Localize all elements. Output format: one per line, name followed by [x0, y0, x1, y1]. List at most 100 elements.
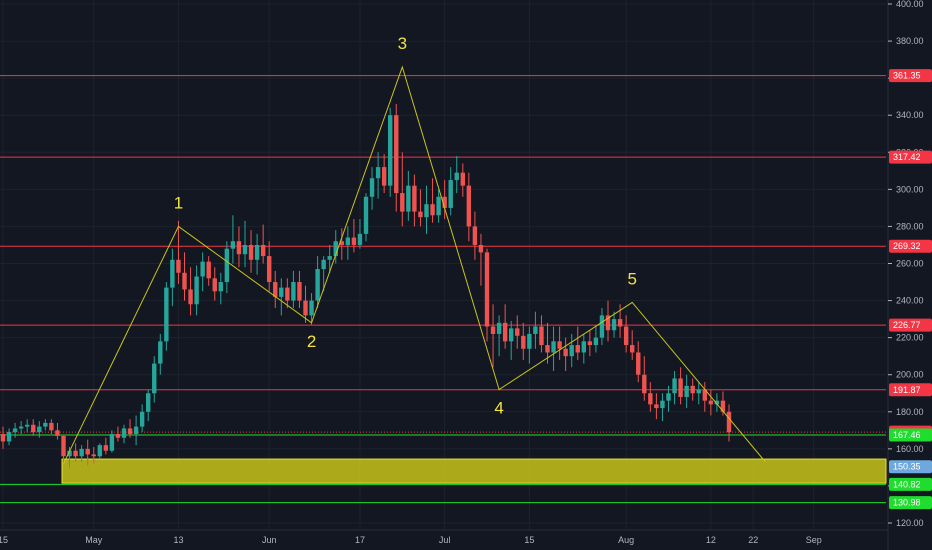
- price-tag-bg: [889, 428, 932, 442]
- candle: [285, 278, 290, 308]
- candle: [103, 437, 109, 455]
- price-tag-269.32[interactable]: 269.32: [889, 239, 932, 253]
- candle-body: [176, 259, 181, 273]
- candle-body: [648, 393, 653, 405]
- candle-body: [200, 261, 205, 277]
- wave-label-4: 4: [494, 399, 503, 418]
- price-tick-label: 280.00: [896, 221, 924, 231]
- candle: [708, 389, 714, 416]
- candle: [182, 252, 187, 301]
- candle-body: [18, 426, 24, 429]
- candle-body: [31, 424, 36, 433]
- candle-body: [502, 322, 508, 342]
- candle: [714, 393, 720, 412]
- candle: [545, 322, 550, 364]
- candle-body: [6, 432, 12, 442]
- price-tag-150.35[interactable]: 150.35: [889, 460, 932, 474]
- candle-body: [509, 328, 514, 342]
- time-axis[interactable]: 15 May 13 Jun 17 Jul 15 Aug 12 22 Sep: [0, 529, 888, 545]
- time-tick-label: 13: [173, 535, 183, 545]
- candle-body: [158, 341, 163, 364]
- candle-body: [315, 269, 320, 301]
- candle-body: [490, 326, 496, 334]
- candle-body: [242, 244, 248, 255]
- price-tag-130.98[interactable]: 130.98: [889, 496, 932, 510]
- candle-body: [139, 411, 145, 427]
- candle: [146, 389, 151, 422]
- candle-body: [61, 435, 66, 457]
- candle-body: [212, 278, 217, 292]
- candle-body: [236, 241, 242, 255]
- candle-body: [67, 450, 72, 457]
- candle-body: [521, 335, 526, 349]
- candle-body: [224, 248, 230, 283]
- price-tag-167.46[interactable]: 167.46: [889, 428, 932, 442]
- time-tick-label: Aug: [618, 535, 634, 545]
- candle: [133, 415, 139, 446]
- candle: [297, 270, 302, 308]
- price-tag-label: 226.77: [893, 320, 921, 330]
- price-tag-317.42[interactable]: 317.42: [889, 150, 932, 164]
- price-tag-bg: [889, 69, 932, 83]
- candle: [115, 426, 121, 442]
- candle: [158, 333, 163, 375]
- candle-body: [127, 428, 133, 435]
- candle-body: [273, 282, 278, 297]
- candle-body: [605, 315, 611, 331]
- price-tag-226.77[interactable]: 226.77: [889, 318, 932, 332]
- candle-body: [539, 326, 544, 346]
- price-tag-bg: [889, 460, 932, 474]
- candle: [472, 211, 478, 260]
- candle: [466, 172, 472, 242]
- time-tick-label: 12: [706, 535, 716, 545]
- price-tag-361.35[interactable]: 361.35: [889, 69, 932, 83]
- candle: [406, 170, 411, 221]
- price-tag-140.82[interactable]: 140.82: [889, 477, 932, 491]
- candle: [73, 443, 78, 462]
- candle: [194, 265, 199, 316]
- time-tick-label: Sep: [806, 535, 822, 545]
- candle: [109, 430, 115, 453]
- candle-body: [678, 378, 683, 397]
- price-tick-label: 180.00: [896, 407, 924, 417]
- candle-body: [152, 363, 157, 394]
- candle: [37, 421, 42, 438]
- candle: [418, 189, 423, 227]
- candle: [388, 107, 393, 197]
- candle-body: [285, 287, 290, 301]
- price-tick-label: 160.00: [896, 444, 924, 454]
- candle-body: [164, 287, 169, 342]
- candle: [448, 167, 453, 216]
- candle: [31, 419, 36, 436]
- candle-body: [515, 328, 520, 336]
- candle: [521, 322, 526, 360]
- candle: [218, 272, 223, 305]
- candle: [224, 241, 230, 294]
- candle: [672, 371, 677, 405]
- candle: [176, 220, 181, 284]
- price-axis[interactable]: 120.00140.00160.00180.00200.00220.00240.…: [887, 0, 932, 550]
- candle: [587, 330, 593, 357]
- candle: [678, 367, 683, 405]
- horizontal-levels: [0, 75, 886, 504]
- support-zone-layer: [61, 458, 887, 484]
- candle-body: [545, 345, 550, 353]
- candle-body: [708, 400, 714, 405]
- candle: [267, 241, 272, 292]
- candle: [279, 278, 284, 316]
- candle: [212, 267, 217, 301]
- candle: [97, 443, 102, 459]
- candle-body: [478, 244, 484, 253]
- price-tag-bg: [889, 383, 932, 397]
- candle-body: [79, 448, 84, 457]
- candle: [436, 189, 441, 223]
- price-tag-bg: [889, 239, 932, 253]
- candle-body: [267, 256, 272, 283]
- price-tag-191.87[interactable]: 191.87: [889, 383, 932, 397]
- price-tick-label: 120.00: [896, 518, 924, 528]
- candle: [248, 230, 254, 273]
- candle-body: [369, 178, 375, 197]
- candle: [339, 228, 344, 260]
- candle: [200, 252, 205, 292]
